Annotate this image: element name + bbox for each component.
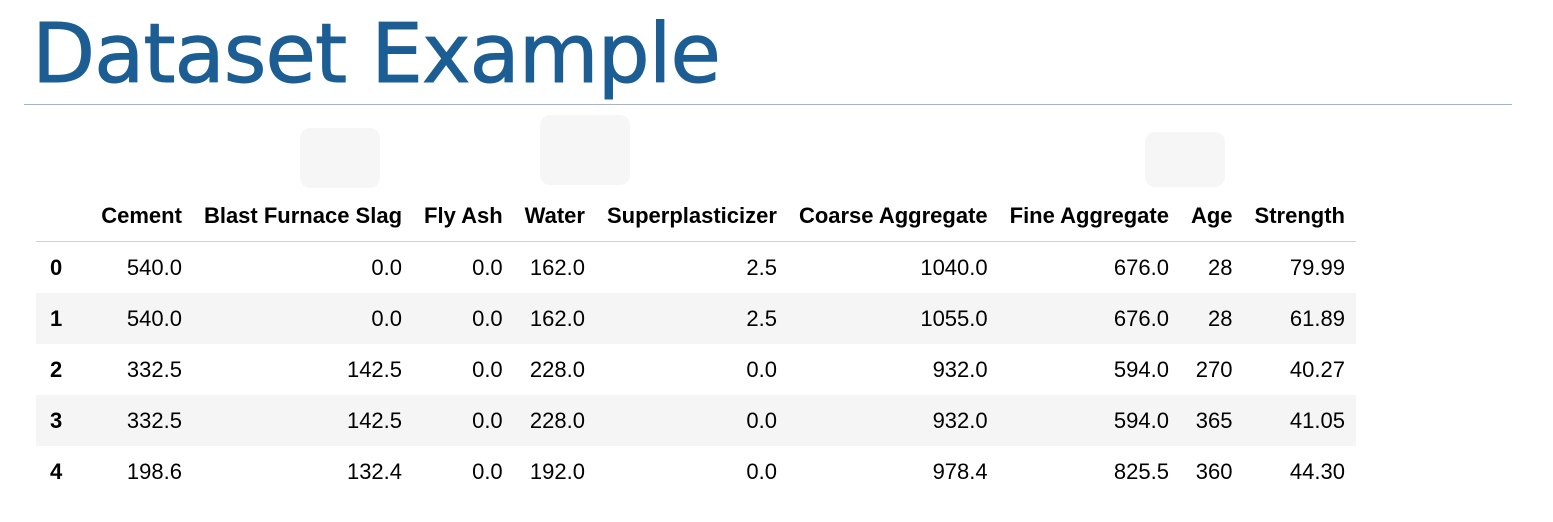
dataset-table: Cement Blast Furnace Slag Fly Ash Water … (36, 190, 1356, 497)
row-index: 0 (50, 254, 63, 280)
table-cell: 676.0 (1113, 254, 1169, 280)
table-cell: 540.0 (126, 305, 182, 331)
table-cell: 2.5 (746, 305, 777, 331)
table-row: 2 332.5 142.5 0.0 228.0 0.0 932.0 594.0 … (36, 344, 1356, 395)
table-cell: 1055.0 (920, 305, 988, 331)
table-cell: 0.0 (746, 356, 777, 382)
column-header: Coarse Aggregate (787, 190, 999, 242)
table-cell: 0.0 (472, 407, 503, 433)
table-cell: 28 (1208, 305, 1233, 331)
table-cell: 978.4 (932, 458, 988, 484)
row-index: 4 (50, 458, 63, 484)
column-header: Strength (1243, 190, 1356, 242)
table-cell: 676.0 (1113, 305, 1169, 331)
background-watermark-shape (540, 115, 630, 185)
table-cell: 332.5 (126, 356, 182, 382)
index-header (36, 190, 91, 242)
background-watermark-shape (1145, 132, 1225, 187)
table-cell: 0.0 (472, 356, 503, 382)
column-header: Blast Furnace Slag (192, 190, 414, 242)
table-cell: 0.0 (746, 407, 777, 433)
table-cell: 228.0 (529, 407, 585, 433)
table-cell: 594.0 (1113, 356, 1169, 382)
table-cell: 0.0 (746, 458, 777, 484)
table-row: 3 332.5 142.5 0.0 228.0 0.0 932.0 594.0 … (36, 395, 1356, 446)
table-cell: 162.0 (529, 254, 585, 280)
table-cell: 365 (1195, 407, 1233, 433)
table-cell: 61.89 (1289, 305, 1345, 331)
table-cell: 192.0 (529, 458, 585, 484)
table-cell: 142.5 (346, 356, 403, 382)
table-cell: 0.0 (371, 305, 403, 331)
row-index: 2 (50, 356, 63, 382)
column-header: Fly Ash (413, 190, 514, 242)
table-cell: 0.0 (472, 254, 503, 280)
table-cell: 0.0 (371, 254, 403, 280)
column-header: Fine Aggregate (998, 190, 1180, 242)
row-index: 1 (50, 305, 63, 331)
table-cell: 932.0 (932, 356, 988, 382)
table-cell: 79.99 (1289, 254, 1345, 280)
table-cell: 0.0 (472, 458, 503, 484)
table-cell: 28 (1208, 254, 1233, 280)
row-index: 3 (50, 407, 63, 433)
table-header-row: Cement Blast Furnace Slag Fly Ash Water … (36, 190, 1356, 242)
table-row: 4 198.6 132.4 0.0 192.0 0.0 978.4 825.5 … (36, 446, 1356, 497)
table-cell: 1040.0 (920, 254, 988, 280)
table-cell: 825.5 (1113, 458, 1169, 484)
table-cell: 228.0 (529, 356, 585, 382)
table-cell: 44.30 (1289, 458, 1345, 484)
table-cell: 40.27 (1289, 356, 1345, 382)
background-watermark-shape (300, 128, 380, 188)
column-header: Cement (90, 190, 193, 242)
column-header: Superplasticizer (595, 190, 788, 242)
column-header: Water (513, 190, 596, 242)
column-header: Age (1179, 190, 1244, 242)
table-cell: 142.5 (346, 407, 403, 433)
table-cell: 41.05 (1289, 407, 1345, 433)
table-cell: 0.0 (472, 305, 503, 331)
table-row: 0 540.0 0.0 0.0 162.0 2.5 1040.0 676.0 2… (36, 241, 1356, 293)
table-cell: 2.5 (746, 254, 777, 280)
table-cell: 540.0 (126, 254, 182, 280)
table-cell: 132.4 (346, 458, 403, 484)
title-divider (24, 104, 1512, 105)
table-cell: 270 (1195, 356, 1233, 382)
table-cell: 162.0 (529, 305, 585, 331)
table-cell: 332.5 (126, 407, 182, 433)
table-cell: 198.6 (126, 458, 182, 484)
slide-title: Dataset Example (32, 7, 722, 103)
table-cell: 360 (1195, 458, 1233, 484)
table-cell: 594.0 (1113, 407, 1169, 433)
table-cell: 932.0 (932, 407, 988, 433)
table-row: 1 540.0 0.0 0.0 162.0 2.5 1055.0 676.0 2… (36, 293, 1356, 344)
